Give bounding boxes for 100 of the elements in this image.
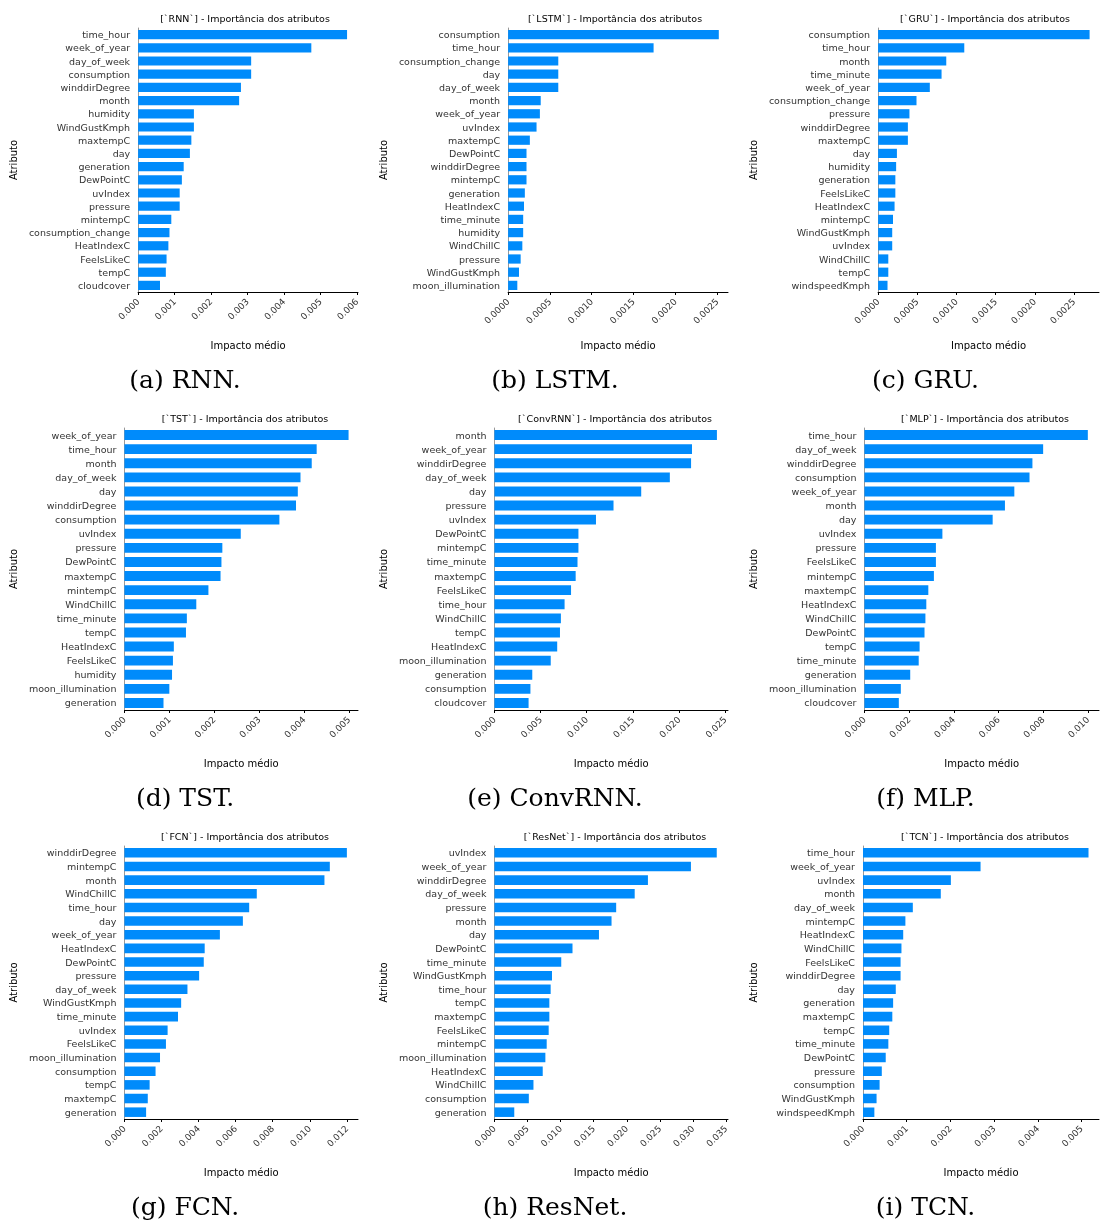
y-tick-label: maxtempC: [802, 1011, 856, 1023]
y-tick-label: mintempC: [437, 542, 487, 554]
y-tick-label: moon_illumination: [398, 1052, 487, 1064]
x-axis-title: Impacto médio: [944, 757, 1020, 769]
y-tick-label: uvIndex: [78, 1024, 117, 1036]
y-tick-label: week_of_year: [65, 42, 131, 54]
y-tick-label: tempC: [84, 1079, 117, 1091]
y-tick-label: tempC: [98, 266, 131, 278]
y-tick-label: maxtempC: [434, 1011, 487, 1023]
text: (a) RNN.: [129, 365, 241, 394]
y-axis-title: Atributo: [7, 139, 19, 181]
y-tick-label: pressure: [459, 253, 501, 265]
x-axis-title: Impacto médio: [210, 339, 286, 351]
y-tick-label: tempC: [84, 626, 117, 638]
y-tick-label: FeelsLikeC: [66, 1038, 117, 1050]
y-tick-label: tempC: [454, 997, 487, 1009]
y-tick-label: month: [839, 55, 871, 67]
y-tick-label: mintempC: [437, 1038, 487, 1050]
y-tick-label: consumption_change: [28, 227, 131, 239]
y-tick-label: month: [469, 95, 501, 107]
y-tick-label: generation: [64, 1106, 117, 1118]
y-tick-label: time_hour: [808, 429, 857, 441]
y-axis-title: Atributo: [747, 962, 759, 1003]
chart-title: [`LSTM`] - Importância dos atributos: [527, 12, 703, 24]
y-tick-label: HeatIndexC: [61, 641, 117, 653]
y-tick-label: moon_illumination: [412, 279, 501, 291]
y-axis-title: Atributo: [377, 548, 389, 590]
x-axis-title: Impacto médio: [943, 1166, 1019, 1178]
y-tick-label: WindGustKmph: [796, 227, 871, 239]
y-tick-label: DewPointC: [803, 1052, 856, 1064]
y-tick-label: time_minute: [56, 1011, 117, 1023]
y-tick-label: day_of_week: [55, 983, 117, 995]
y-tick-label: generation: [448, 187, 501, 199]
y-axis-title: Atributo: [7, 962, 19, 1003]
y-tick-label: winddirDegree: [416, 457, 487, 469]
y-tick-label: WindGustKmph: [426, 266, 501, 278]
y-tick-label: DewPointC: [78, 174, 131, 186]
y-tick-label: pressure: [75, 970, 117, 982]
y-tick-label: month: [455, 429, 487, 441]
y-tick-label: humidity: [74, 669, 117, 681]
x-axis-title: Impacto médio: [573, 757, 649, 769]
y-tick-label: moon_illumination: [398, 655, 487, 667]
y-tick-label: week_of_year: [421, 860, 487, 872]
y-tick-label: generation: [803, 997, 855, 1009]
y-tick-label: HeatIndexC: [799, 929, 856, 941]
y-tick-label: WindChillC: [805, 612, 857, 624]
y-tick-label: week_of_year: [51, 429, 117, 441]
chart-title: [`GRU`] - Importância dos atributos: [900, 12, 1070, 24]
y-tick-label: generation: [434, 1106, 487, 1118]
text: (d) TST.: [135, 783, 235, 812]
y-tick-label: maxtempC: [434, 570, 487, 582]
y-tick-label: day: [468, 485, 487, 497]
text: (e) ConvRNN.: [467, 783, 643, 812]
y-tick-label: moon_illumination: [768, 683, 857, 695]
y-tick-label: day_of_week: [793, 901, 856, 913]
y-tick-label: WindChillC: [65, 888, 117, 900]
y-tick-label: day: [837, 983, 856, 995]
y-axis-title: Atributo: [747, 548, 759, 590]
y-tick-label: mintempC: [807, 570, 857, 582]
y-tick-label: month: [825, 500, 857, 512]
y-tick-label: DewPointC: [65, 556, 117, 568]
y-tick-label: uvIndex: [448, 847, 487, 859]
y-tick-label: consumption: [808, 29, 871, 41]
y-axis-title: Atributo: [377, 962, 389, 1003]
y-tick-label: consumption: [68, 68, 131, 80]
y-tick-label: week_of_year: [805, 81, 871, 93]
y-tick-label: day_of_week: [425, 888, 487, 900]
y-tick-label: week_of_year: [791, 485, 857, 497]
y-tick-label: moon_illumination: [28, 683, 117, 695]
y-tick-label: humidity: [828, 161, 871, 173]
y-tick-label: generation: [78, 161, 131, 173]
y-tick-label: mintempC: [805, 915, 856, 927]
y-tick-label: generation: [64, 697, 117, 709]
x-axis-title: Impacto médio: [951, 339, 1027, 351]
y-axis-title: Atributo: [7, 548, 19, 590]
y-tick-label: DewPointC: [435, 528, 487, 540]
y-tick-label: WindChillC: [819, 253, 871, 265]
y-tick-label: DewPointC: [435, 942, 487, 954]
y-tick-label: maxtempC: [64, 1093, 117, 1105]
y-tick-label: day_of_week: [55, 471, 117, 483]
y-tick-label: HeatIndexC: [431, 641, 487, 653]
y-tick-label: generation: [804, 669, 857, 681]
y-tick-label: HeatIndexC: [801, 598, 857, 610]
y-tick-label: time_minute: [795, 1038, 856, 1050]
y-tick-label: cloudcover: [804, 697, 857, 709]
y-tick-label: consumption_change: [398, 55, 501, 67]
y-tick-label: FeelsLikeC: [805, 956, 856, 968]
y-tick-label: pressure: [813, 1065, 856, 1077]
y-tick-label: maxtempC: [817, 134, 871, 146]
y-tick-label: WindChillC: [803, 942, 856, 954]
y-tick-label: day_of_week: [69, 55, 131, 67]
y-tick-label: tempC: [823, 1024, 856, 1036]
y-tick-label: day: [98, 915, 117, 927]
y-tick-label: WindChillC: [435, 1079, 487, 1091]
y-tick-label: pressure: [445, 500, 487, 512]
x-axis-title: Impacto médio: [573, 1166, 649, 1178]
chart-title: [`ResNet`] - Importância dos atributos: [523, 830, 707, 842]
y-tick-label: consumption_change: [768, 95, 871, 107]
y-tick-label: DewPointC: [805, 626, 857, 638]
text: (b) LSTM.: [491, 365, 619, 394]
